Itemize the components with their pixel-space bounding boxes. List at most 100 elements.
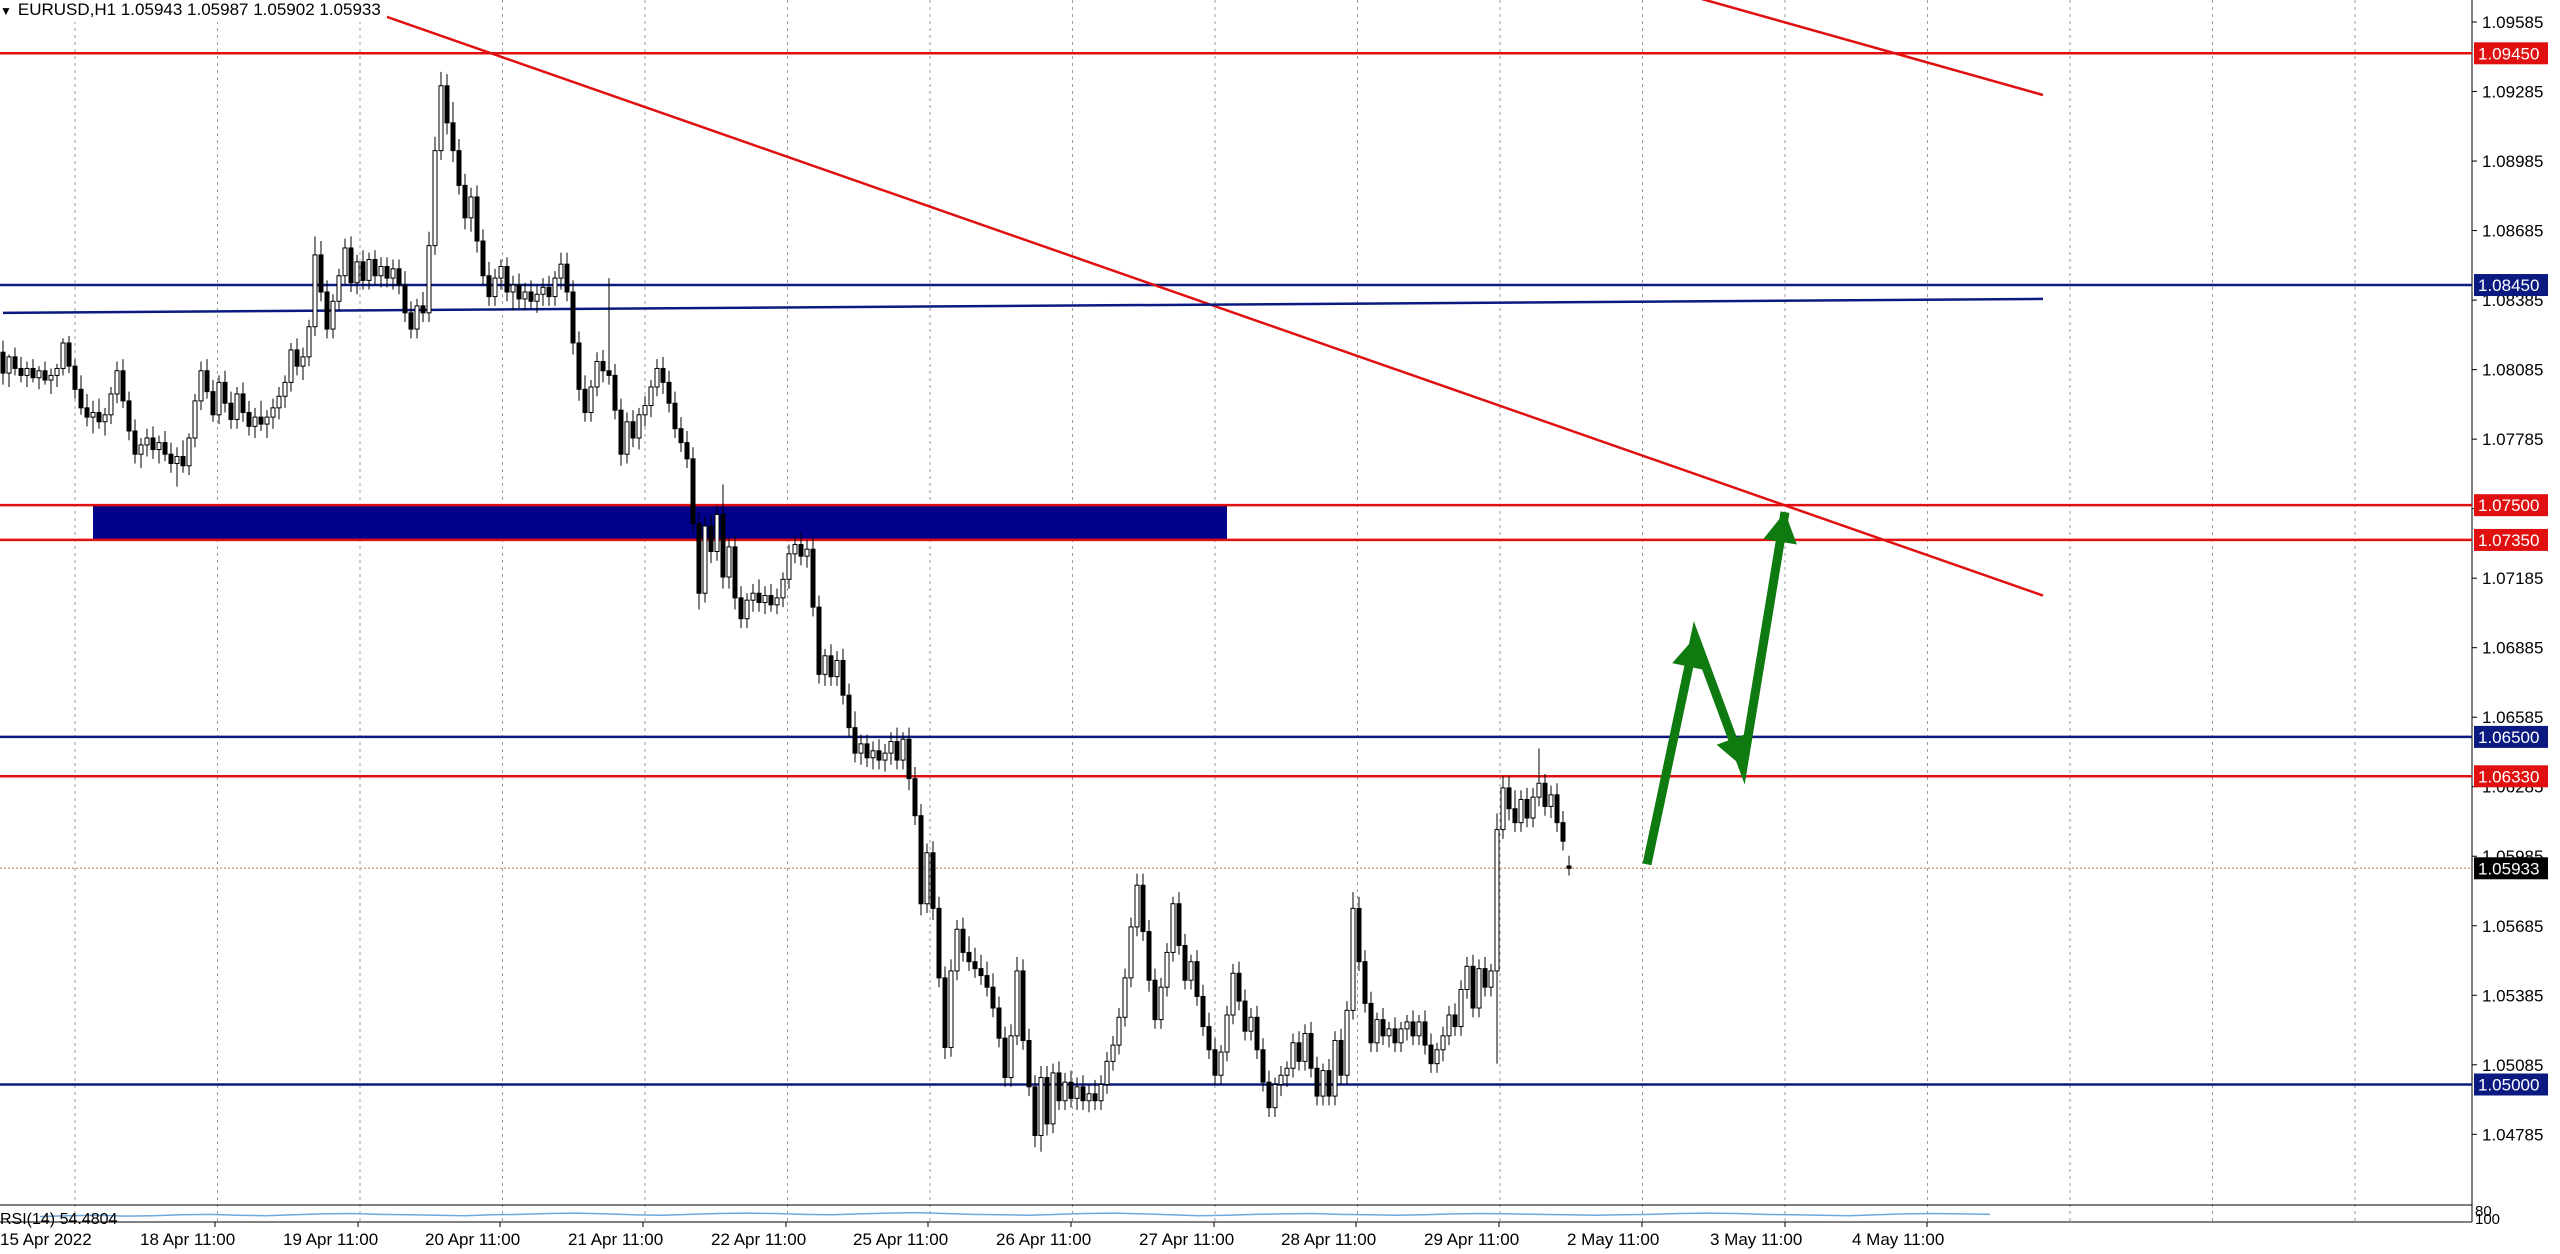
candle-bear [564,263,570,293]
candle-bull [540,286,546,295]
candle-bear [456,150,462,186]
triangle-down-icon[interactable]: ▼ [0,4,12,18]
x-tick-label: 26 Apr 11:00 [996,1230,1091,1249]
candle-bear [606,370,612,376]
candle-bear [396,268,402,286]
candle-bear [402,284,408,314]
candle-bear [582,388,588,413]
candle-bull [834,659,840,678]
candle-bear [150,437,156,451]
candle-bull [762,595,768,604]
candle-bear [96,411,102,423]
candle-bear [126,400,132,432]
candle-bull [1434,1049,1440,1065]
candle-bear [228,402,234,420]
candle-bull [522,291,528,300]
candle-bear [1482,968,1488,988]
candle-bear [684,442,690,460]
candle-bull [54,367,60,376]
candle-bear [798,544,804,557]
candle-bear [942,977,948,1048]
rsi-scale-bottom: 100 [2475,1211,2500,1228]
candle-bull [858,743,864,754]
candle-bull [1170,903,1176,953]
candle-bull [186,437,192,467]
candle-bear [546,286,552,298]
candle-bear [222,381,228,404]
candle-bear [462,184,468,219]
candle-bear [372,259,378,277]
candle-bear [420,305,426,314]
candle-bear [1200,995,1206,1028]
candle-bear [84,407,90,418]
candle-bear [732,546,738,599]
candle-bull [624,421,630,455]
candle-bull [1476,968,1482,1009]
candle-bear [1512,808,1518,824]
support-price-tag [2474,274,2548,297]
candle-bull [174,456,180,464]
candle-bear [690,458,696,525]
candle-bull [24,367,30,376]
candle-bear [1236,972,1242,1002]
candle-bull [654,367,660,388]
resistance-trendline[interactable] [279,0,2044,597]
candle-bear [240,393,246,413]
candle-bear [1056,1072,1062,1102]
candle-bull [1062,1081,1068,1102]
candle-bull [870,750,876,759]
candle-bear [876,750,882,761]
candle-bull [390,268,396,279]
candle-bear [1020,970,1026,1041]
x-tick-label: 4 May 11:00 [1852,1230,1944,1249]
candle-bull [1278,1074,1284,1085]
candle-bull [1440,1035,1446,1051]
candle-bull [312,254,318,328]
resistance-price-tag [2474,765,2548,788]
candle-bull [432,150,438,247]
candle-bear [1080,1086,1086,1102]
candle-bull [792,544,798,555]
forecast-arrowhead-target [1763,512,1797,545]
supply-zone-rectangle[interactable] [93,505,1227,540]
candle-bull [786,553,792,580]
support-trendline[interactable] [2,297,2044,315]
candle-bull [1164,951,1170,988]
candle-bull [558,263,564,279]
candle-bear [1356,907,1362,963]
current-price-label: 1.05933 [2478,859,2539,878]
candle-bull [468,196,474,219]
y-tick-label: 1.06885 [2482,639,2543,658]
candle-bear [1140,884,1146,933]
candle-bear [1212,1049,1218,1076]
candle-bull [264,416,270,425]
candle-bull [1386,1028,1392,1037]
y-tick-label: 1.05385 [2482,986,2543,1005]
candle-bear [978,968,984,977]
candle-bull [306,326,312,358]
level-price-label: 1.09450 [2478,44,2539,63]
candle-bear [630,421,636,439]
candle-bear [1314,1067,1320,1097]
level-price-label: 1.06500 [2478,728,2539,747]
resistance-price-tag [2474,528,2548,551]
candle-bear [474,196,480,242]
candle-bear [918,815,924,905]
candle-bear [168,453,174,464]
candle-bear [1470,965,1476,1009]
x-tick-label: 27 Apr 11:00 [1139,1230,1234,1249]
resistance-trendline[interactable] [1623,0,2044,97]
candle-bull [90,411,96,418]
candle-bull [534,293,540,302]
candle-bull [1224,1014,1230,1053]
candle-bear [450,122,456,152]
forecast-arrow-path[interactable] [1642,511,1790,866]
candle-bull [1530,796,1536,819]
level-price-label: 1.05000 [2478,1076,2539,1095]
candle-bear [1182,944,1188,981]
candle-bull [1086,1093,1092,1102]
candle-bull [948,970,954,1048]
